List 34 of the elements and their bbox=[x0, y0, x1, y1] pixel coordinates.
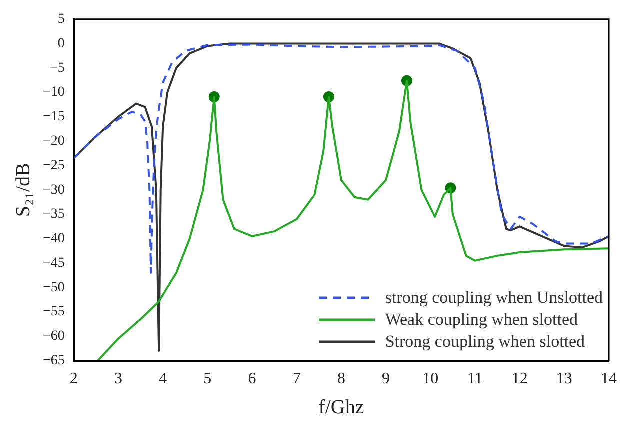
x-tick-label: 5 bbox=[204, 370, 212, 388]
y-axis-title: S₂₁/dB bbox=[12, 163, 34, 218]
x-tick-label: 13 bbox=[556, 370, 572, 388]
x-tick-label: 12 bbox=[512, 370, 528, 388]
x-tick-label: 11 bbox=[468, 370, 483, 388]
y-tick-label: −20 bbox=[42, 134, 65, 149]
legend-label: Strong coupling when slotted bbox=[385, 330, 586, 353]
y-tick-label: −40 bbox=[42, 232, 65, 247]
line-series bbox=[74, 44, 609, 274]
x-tick-label: 6 bbox=[248, 370, 256, 388]
y-tick-label: 5 bbox=[58, 12, 65, 28]
y-tick-label: −30 bbox=[42, 182, 65, 198]
x-tick-label: 3 bbox=[114, 370, 122, 388]
y-tick-label: −60 bbox=[42, 329, 65, 344]
y-tick-label: 0 bbox=[58, 36, 65, 52]
x-tick-label: 2 bbox=[70, 370, 78, 388]
x-tick-label: 7 bbox=[292, 370, 301, 388]
y-tick-label: −45 bbox=[42, 256, 65, 271]
y-tick-label: −35 bbox=[42, 207, 65, 222]
y-tick-label: −65 bbox=[42, 353, 65, 368]
y-tick-label: −5 bbox=[50, 60, 65, 76]
y-tick-label: −50 bbox=[42, 280, 65, 296]
y-tick-label: −15 bbox=[42, 110, 65, 125]
x-axis-title: f/Ghz bbox=[318, 396, 364, 418]
x-tick-label: 9 bbox=[382, 370, 390, 388]
y-tick-label: −55 bbox=[42, 304, 65, 320]
legend-label: Weak coupling when slotted bbox=[385, 308, 578, 331]
x-tick-label: 14 bbox=[601, 370, 617, 388]
y-tick-label: −25 bbox=[42, 158, 65, 174]
x-tick-label: 10 bbox=[422, 370, 439, 388]
legend-label: strong coupling when Unslotted bbox=[385, 286, 603, 309]
x-tick-label: 4 bbox=[159, 370, 168, 388]
x-tick-label: 8 bbox=[337, 370, 346, 388]
y-tick-label: −10 bbox=[42, 85, 65, 100]
